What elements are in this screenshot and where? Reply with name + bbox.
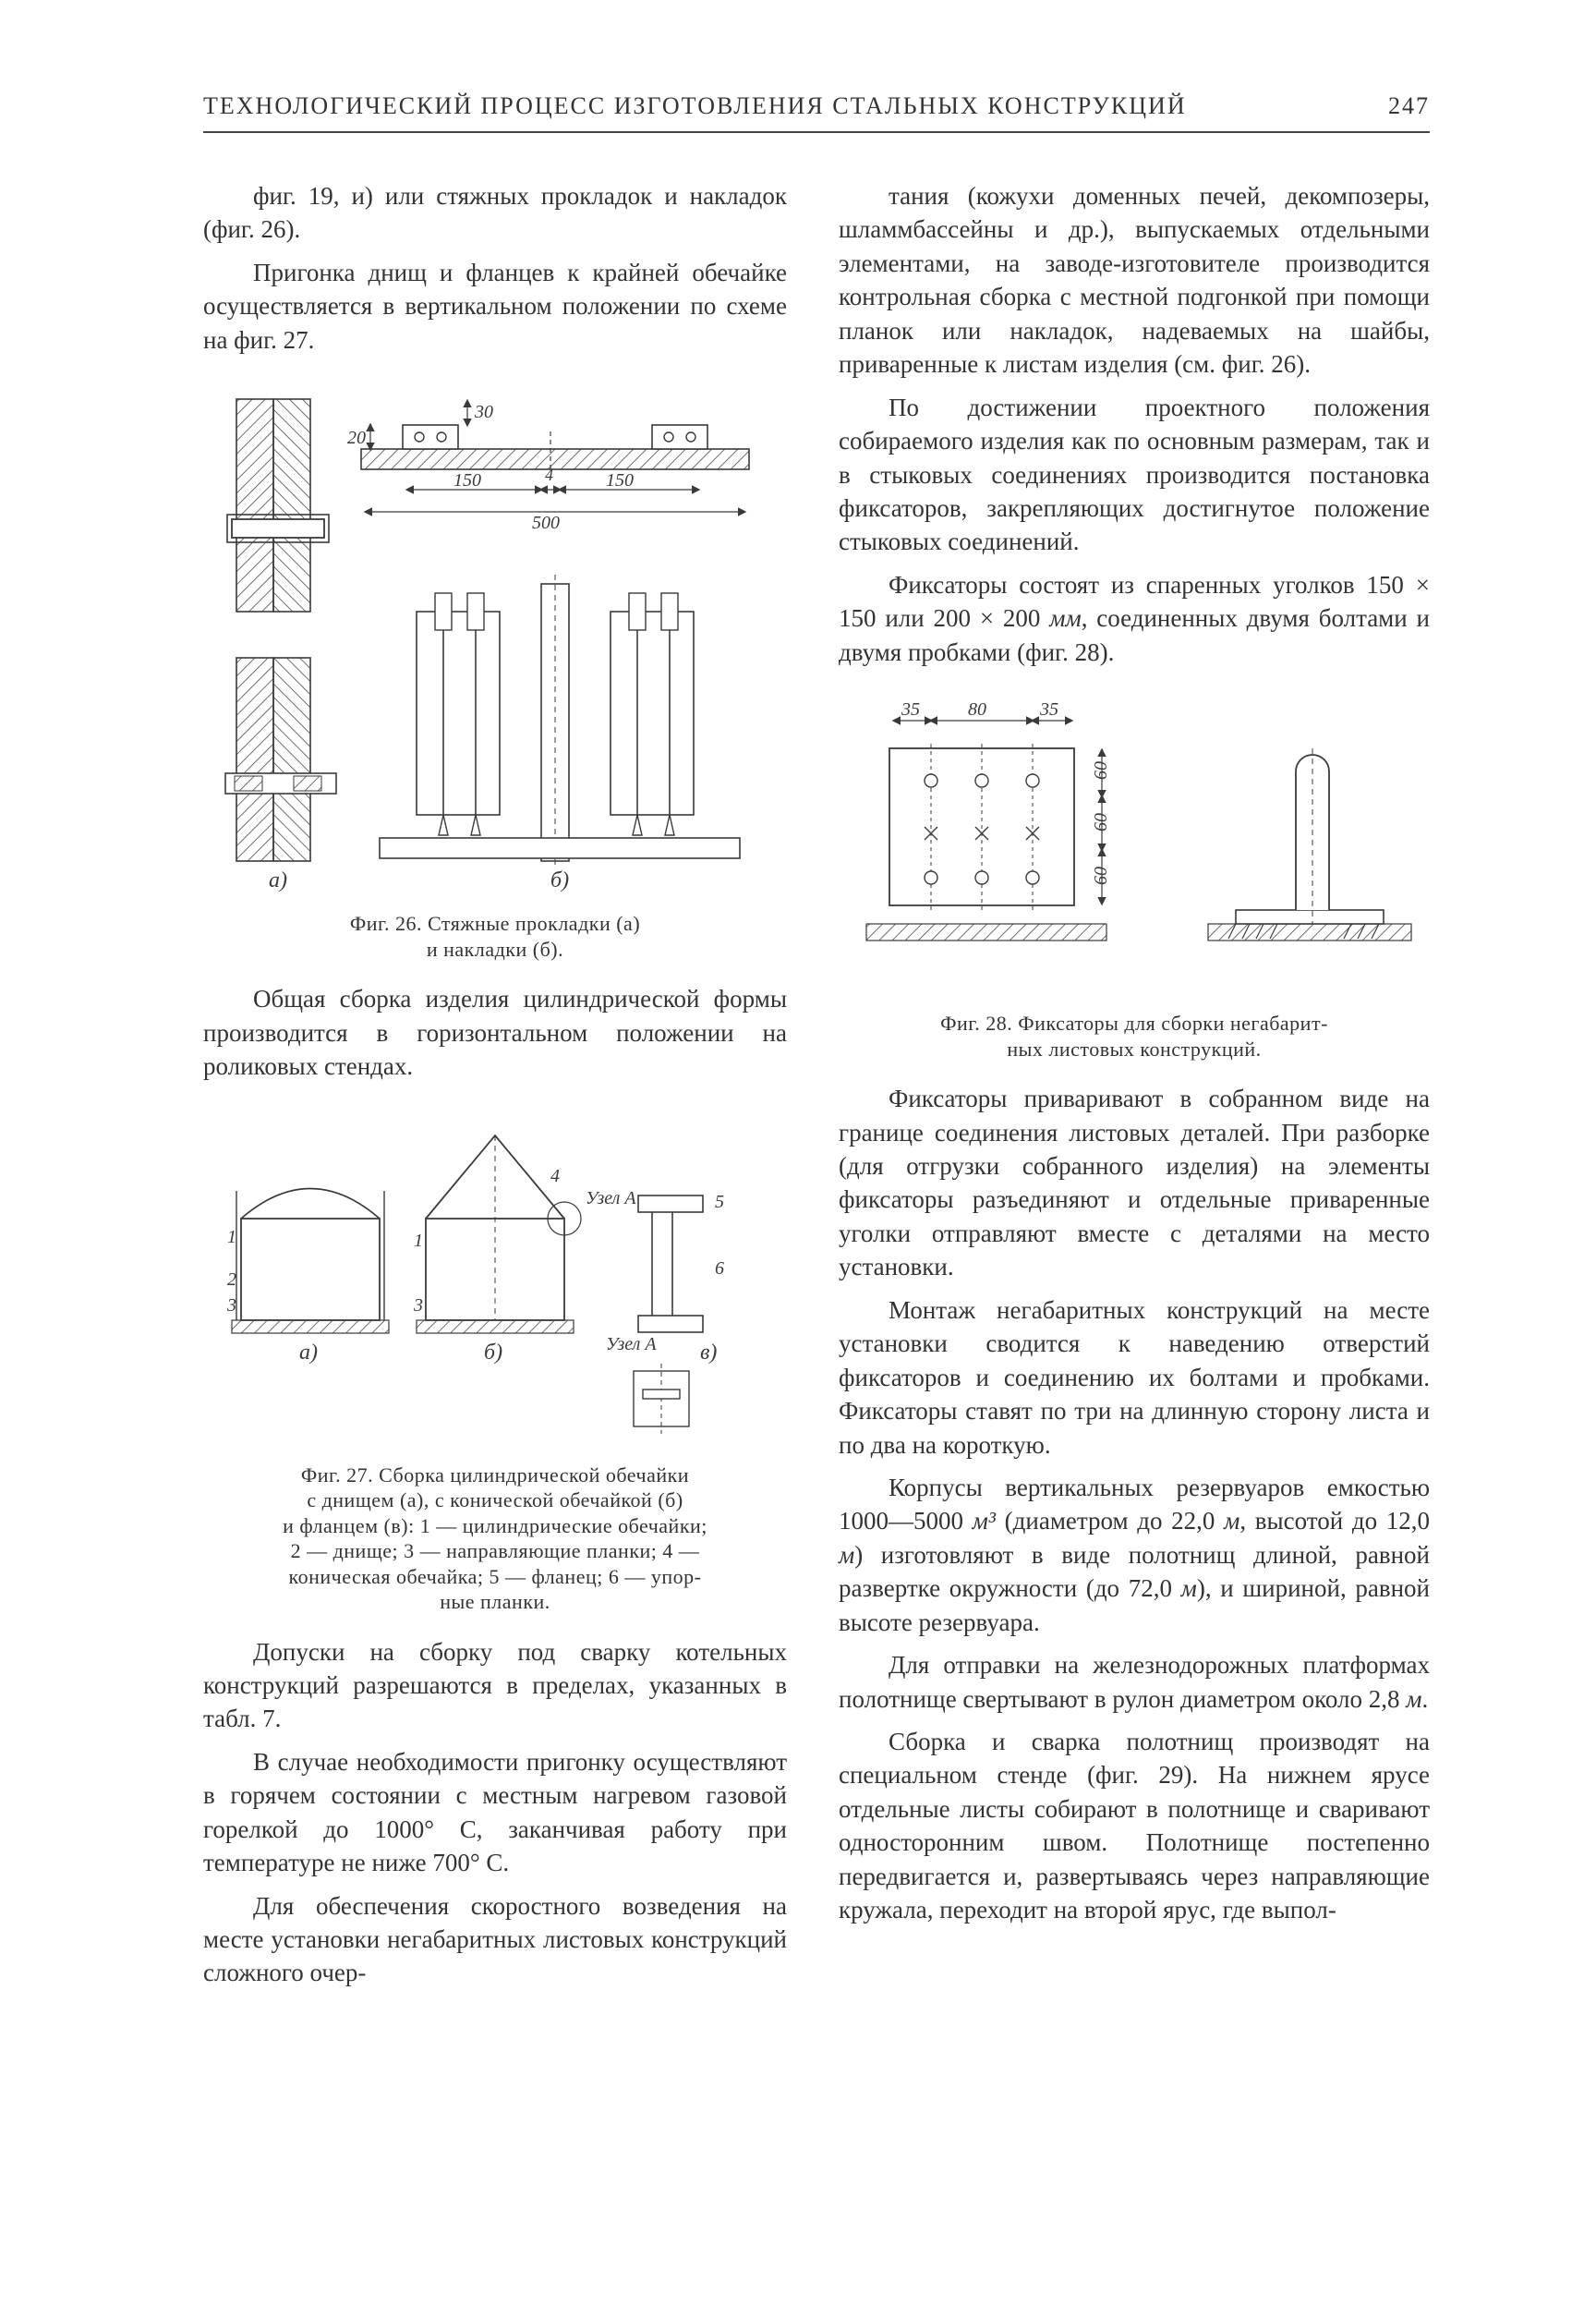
para: Фиксаторы состоят из спаренных уголков 1… [839, 568, 1430, 669]
caption-line: с днищем (а), с конической обечайкой (б) [203, 1487, 787, 1513]
left-column: фиг. 19, и) или стяжных прокладок и накл… [203, 179, 787, 1999]
dim-150a: 150 [453, 470, 481, 491]
figure-26: 30 20 150 4 150 500 [203, 381, 787, 962]
para: фиг. 19, и) или стяжных прокладок и накл… [203, 179, 787, 247]
caption-line: Фиг. 28. Фиксаторы для сборки негабарит- [839, 1011, 1430, 1037]
svg-text:3: 3 [413, 1295, 423, 1316]
svg-text:1: 1 [414, 1231, 423, 1251]
dim-30: 30 [474, 402, 493, 422]
dim-4: 4 [545, 466, 553, 484]
caption-line: 2 — днище; 3 — направляющие планки; 4 — [203, 1538, 787, 1564]
running-title: ТЕХНОЛОГИЧЕСКИЙ ПРОЦЕСС ИЗГОТОВЛЕНИЯ СТА… [203, 92, 1187, 120]
unit: мм [1049, 604, 1081, 632]
text: Для отправки на железнодорожных платформ… [839, 1651, 1430, 1712]
para: Допуски на сборку под сварку котельных к… [203, 1635, 787, 1736]
svg-text:3: 3 [226, 1295, 236, 1316]
figure-27-svg: 1 2 3 а) 4 1 3 б) [218, 1108, 772, 1450]
para: В случае необходимости пригонку осуществ… [203, 1745, 787, 1880]
svg-text:60: 60 [1091, 867, 1111, 885]
para: Сборка и сварка полотнищ производят на с… [839, 1725, 1430, 1927]
para: Пригонка днищ и фланцев к крайней обечай… [203, 256, 787, 357]
figure-28-svg: 35 80 35 60 60 60 [839, 693, 1430, 998]
figure-26-caption: Фиг. 26. Стяжные прокладки (а) и накладк… [203, 911, 787, 962]
unit: м [839, 1541, 854, 1569]
svg-text:2: 2 [227, 1269, 236, 1290]
svg-text:в): в) [700, 1341, 717, 1365]
para: Монтаж негабаритных конструкций на месте… [839, 1293, 1430, 1462]
svg-text:35: 35 [901, 699, 920, 720]
svg-text:5: 5 [715, 1192, 724, 1212]
text: . [1421, 1685, 1428, 1713]
unit: м [1224, 1507, 1239, 1535]
two-column-layout: фиг. 19, и) или стяжных прокладок и накл… [203, 179, 1430, 1999]
caption-line: коническая обечайка; 5 — фланец; 6 — упо… [203, 1564, 787, 1590]
para: Для отправки на железнодорожных платформ… [839, 1648, 1430, 1716]
running-head: ТЕХНОЛОГИЧЕСКИЙ ПРОЦЕСС ИЗГОТОВЛЕНИЯ СТА… [203, 92, 1430, 133]
text: , высотой до 12,0 [1239, 1507, 1430, 1535]
text: (диаметром до 22,0 [996, 1507, 1224, 1535]
para: Общая сборка изделия цилиндрической форм… [203, 982, 787, 1083]
fig26-label-b: б) [550, 868, 569, 892]
svg-text:Узел А: Узел А [606, 1334, 657, 1354]
figure-27: 1 2 3 а) 4 1 3 б) [203, 1108, 787, 1615]
svg-text:4: 4 [550, 1166, 560, 1186]
svg-text:1: 1 [227, 1227, 236, 1247]
figure-27-caption: Фиг. 27. Сборка цилиндрической обечайки … [203, 1462, 787, 1615]
para: Для обеспечения скоростного возведения н… [203, 1889, 787, 1990]
svg-text:6: 6 [715, 1258, 724, 1279]
svg-text:60: 60 [1091, 761, 1111, 780]
dim-150b: 150 [606, 470, 634, 491]
fig26-label-a: а) [269, 868, 287, 892]
unit: м³ [973, 1507, 996, 1535]
svg-text:35: 35 [1039, 699, 1058, 720]
svg-text:60: 60 [1091, 813, 1111, 831]
unit: м [1181, 1574, 1197, 1602]
svg-text:б): б) [484, 1341, 502, 1365]
para: По достижении проектного положения собир… [839, 391, 1430, 559]
caption-line: ных листовых конструкций. [839, 1037, 1430, 1062]
para: тания (кожухи доменных печей, декомпозер… [839, 179, 1430, 382]
svg-text:Узел А: Узел А [586, 1188, 636, 1208]
caption-line: Фиг. 26. Стяжные прокладки (а) [203, 911, 787, 937]
caption-line: Фиг. 27. Сборка цилиндрической обечайки [203, 1462, 787, 1488]
svg-text:а): а) [299, 1341, 318, 1365]
unit: м [1406, 1685, 1421, 1713]
para: Фиксаторы приваривают в собранном виде н… [839, 1082, 1430, 1284]
caption-line: ные планки. [203, 1589, 787, 1615]
figure-28: 35 80 35 60 60 60 [839, 693, 1430, 1062]
para: Корпусы вертикальных резервуаров емкость… [839, 1471, 1430, 1639]
caption-line: и накладки (б). [203, 937, 787, 963]
figure-28-caption: Фиг. 28. Фиксаторы для сборки негабарит-… [839, 1011, 1430, 1062]
dim-20: 20 [347, 428, 366, 448]
right-column: тания (кожухи доменных печей, декомпозер… [839, 179, 1430, 1999]
figure-26-svg: 30 20 150 4 150 500 [218, 381, 772, 898]
svg-text:80: 80 [968, 699, 986, 720]
dim-500: 500 [532, 513, 560, 533]
page-number: 247 [1388, 92, 1430, 119]
caption-line: и фланцем (в): 1 — цилиндрические обечай… [203, 1513, 787, 1539]
